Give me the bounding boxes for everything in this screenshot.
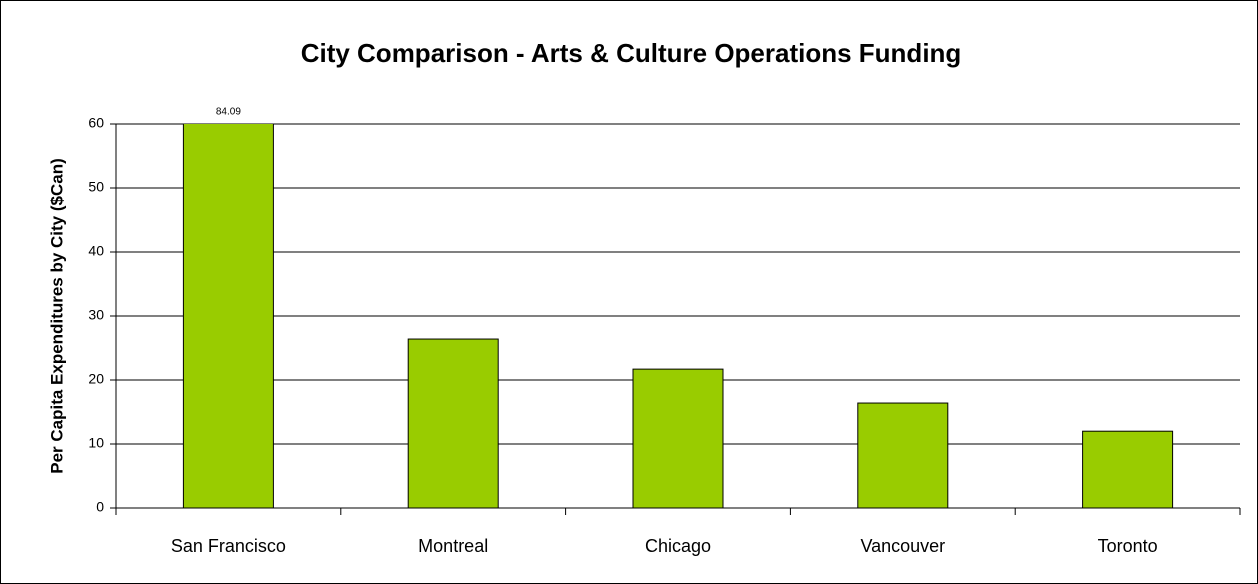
y-tick-label: 10 xyxy=(88,435,104,451)
y-tick-label: 0 xyxy=(96,499,104,515)
y-tick-label: 60 xyxy=(88,115,104,131)
bar xyxy=(857,402,949,508)
x-tick-label: Montreal xyxy=(418,536,488,556)
bar xyxy=(1082,430,1174,508)
x-tick-label: Chicago xyxy=(645,536,711,556)
y-axis-label: Per Capita Expenditures by City ($Can) xyxy=(47,158,66,474)
bar xyxy=(632,368,724,508)
y-tick-label: 30 xyxy=(88,307,104,323)
value-label: 84.09 xyxy=(216,107,241,118)
y-tick-label: 40 xyxy=(88,243,104,259)
bar xyxy=(182,124,274,508)
chart-title: City Comparison - Arts & Culture Operati… xyxy=(301,38,962,68)
x-tick-label: Toronto xyxy=(1098,536,1158,556)
y-tick-label: 20 xyxy=(88,371,104,387)
bar xyxy=(407,338,499,508)
y-tick-label: 50 xyxy=(88,179,104,195)
x-tick-label: San Francisco xyxy=(171,536,286,556)
x-tick-label: Vancouver xyxy=(860,536,945,556)
